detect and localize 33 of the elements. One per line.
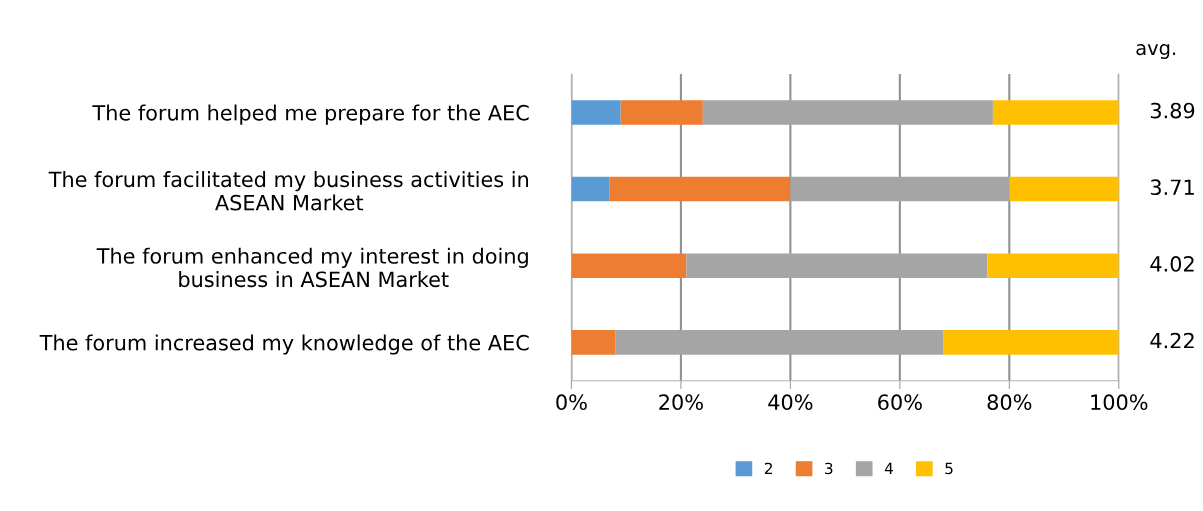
text: avg. bbox=[1136, 44, 1176, 59]
x-tick-label: 80% bbox=[987, 394, 1032, 411]
x-tick-label: 0% bbox=[556, 394, 587, 411]
text: 3.71 bbox=[1150, 179, 1194, 196]
y-tick-label: The forum increased my knowledge of the AEC bbox=[39, 334, 529, 355]
x-tick-label: 40% bbox=[768, 394, 813, 411]
bar bbox=[571, 100, 621, 125]
legend-label: 3 bbox=[825, 462, 833, 475]
bar bbox=[571, 176, 610, 202]
text: 4.22 bbox=[1150, 332, 1194, 349]
text: 4.02 bbox=[1150, 256, 1194, 272]
bar bbox=[987, 253, 1119, 278]
y-tick-label: The forum enhanced my interest in doing business in ASEAN Market bbox=[96, 247, 528, 288]
bar bbox=[686, 253, 988, 278]
x-tick-label: 20% bbox=[659, 394, 703, 411]
legend-label: 5 bbox=[945, 462, 953, 475]
bar bbox=[943, 330, 1119, 355]
legend-label: 4 bbox=[884, 462, 893, 474]
bar bbox=[1009, 176, 1119, 202]
y-tick-label: The forum helped me prepare for the AEC bbox=[92, 104, 529, 125]
bar bbox=[615, 330, 944, 355]
legend-label: 2 bbox=[764, 462, 772, 474]
bar bbox=[571, 253, 687, 278]
x-tick-label: 60% bbox=[878, 394, 922, 411]
bar bbox=[609, 176, 791, 202]
y-tick-label: The forum facilitated my business activities in ASEAN Market bbox=[48, 171, 528, 211]
bar bbox=[620, 100, 703, 125]
bar bbox=[992, 100, 1119, 125]
x-tick-label: 100% bbox=[1091, 394, 1148, 411]
bar bbox=[790, 176, 1010, 202]
bar bbox=[702, 100, 993, 125]
text: 3.89 bbox=[1150, 102, 1195, 119]
bar bbox=[571, 330, 616, 355]
